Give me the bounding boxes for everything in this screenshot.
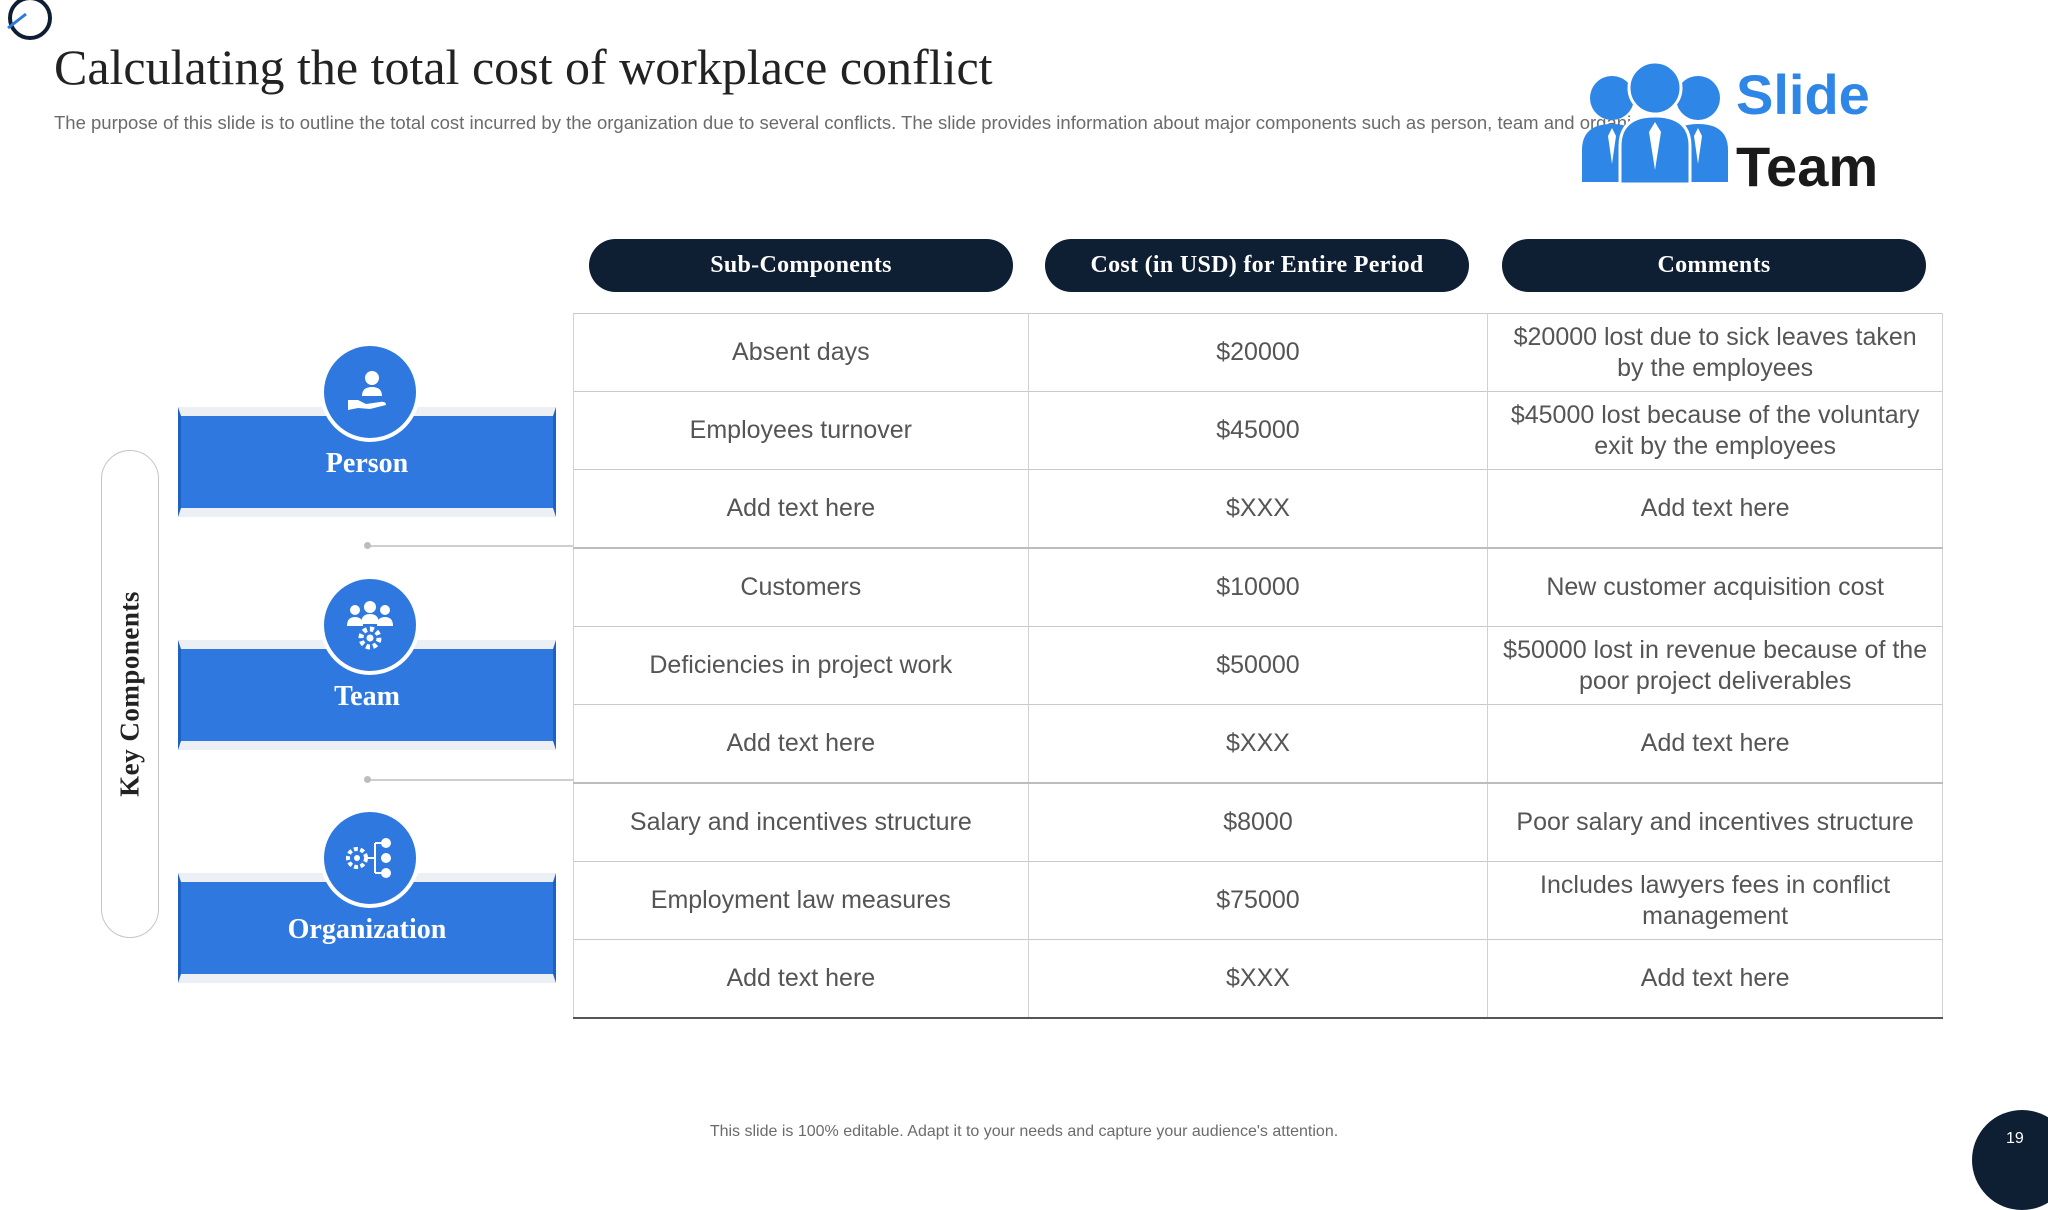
table-cell: $50000 lost in revenue because of the po… (1487, 626, 1943, 705)
table-cell: $8000 (1027, 782, 1489, 862)
table-cell: Salary and incentives structure (573, 782, 1029, 862)
table-cell: $75000 (1027, 861, 1489, 940)
table-row: Absent days $20000 $20000 lost due to si… (573, 313, 1943, 392)
table-cell: $20000 (1027, 313, 1489, 392)
slide-subtitle: The purpose of this slide is to outline … (54, 112, 1681, 133)
page-number: 19 (2006, 1130, 2024, 1147)
table-cell: $XXX (1027, 704, 1489, 784)
table-cell: $45000 (1027, 391, 1489, 470)
table-cell: $50000 (1027, 626, 1489, 705)
person-icon-circle (320, 342, 420, 442)
table-cell: Poor salary and incentives structure (1487, 782, 1943, 862)
separator-dot (364, 542, 371, 549)
table-cell: Employees turnover (573, 391, 1029, 470)
table-cell: Add text here (573, 704, 1029, 784)
table-cell: Absent days (573, 313, 1029, 392)
separator-dot (364, 776, 371, 783)
cost-table: Absent days $20000 $20000 lost due to si… (573, 313, 1943, 1019)
table-cell: $XXX (1027, 939, 1489, 1019)
key-components-label: Key Components (114, 591, 145, 797)
key-components-frame (101, 450, 159, 938)
footer-note: This slide is 100% editable. Adapt it to… (709, 1123, 1339, 1140)
table-row: Add text here $XXX Add text here (573, 469, 1943, 549)
people-logo-icon (1582, 60, 1728, 186)
slide-title: Calculating the total cost of workplace … (54, 39, 993, 95)
component-label-team: Team (334, 681, 400, 712)
header-cost: Cost (in USD) for Entire Period (1045, 239, 1469, 292)
table-cell: $XXX (1027, 469, 1489, 549)
table-cell: $45000 lost because of the voluntary exi… (1487, 391, 1943, 470)
table-row: Deficiencies in project work $50000 $500… (573, 626, 1943, 705)
slideteam-logo: Slide Team (1570, 58, 1880, 198)
header-sub-components: Sub-Components (589, 239, 1013, 292)
logo-text-slide: Slide (1736, 63, 1870, 126)
table-cell: Deficiencies in project work (573, 626, 1029, 705)
table-cell: Includes lawyers fees in conflict manage… (1487, 861, 1943, 940)
table-cell: Employment law measures (573, 861, 1029, 940)
org-network-gear-icon (346, 838, 391, 878)
table-cell: Add text here (573, 939, 1029, 1019)
hand-holding-person-icon (348, 371, 386, 410)
table-cell: New customer acquisition cost (1487, 547, 1943, 627)
table-cell: Add text here (573, 469, 1029, 549)
header-comments: Comments (1502, 239, 1926, 292)
component-label-organization: Organization (287, 914, 447, 945)
table-cell: $20000 lost due to sick leaves taken by … (1487, 313, 1943, 392)
table-row: Add text here $XXX Add text here (573, 939, 1943, 1019)
team-gear-icon (347, 601, 393, 650)
table-cell: Add text here (1487, 704, 1943, 784)
organization-icon-circle (320, 808, 420, 908)
table-cell: $10000 (1027, 547, 1489, 627)
logo-text-team: Team (1736, 135, 1879, 198)
table-cell: Add text here (1487, 939, 1943, 1019)
corner-ring-decoration (7, 0, 52, 40)
table-cell: Add text here (1487, 469, 1943, 549)
team-icon-circle (320, 575, 420, 675)
table-row: Add text here $XXX Add text here (573, 704, 1943, 784)
table-row: Employment law measures $75000 Includes … (573, 861, 1943, 940)
table-cell: Customers (573, 547, 1029, 627)
table-row: Employees turnover $45000 $45000 lost be… (573, 391, 1943, 470)
table-row: Customers $10000 New customer acquisitio… (573, 547, 1943, 627)
component-label-person: Person (325, 448, 409, 479)
group-separator (367, 779, 573, 781)
group-separator (367, 545, 573, 547)
table-row: Salary and incentives structure $8000 Po… (573, 782, 1943, 862)
